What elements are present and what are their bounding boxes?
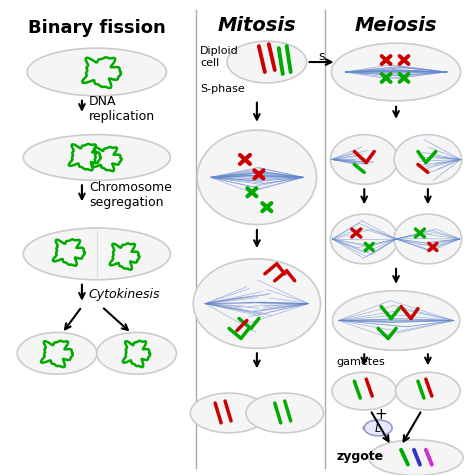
Ellipse shape (332, 291, 460, 351)
Ellipse shape (23, 135, 170, 181)
Text: Binary fission: Binary fission (28, 19, 166, 37)
Ellipse shape (227, 42, 307, 84)
Ellipse shape (97, 333, 176, 375)
Ellipse shape (17, 333, 97, 375)
Ellipse shape (330, 215, 398, 264)
Ellipse shape (364, 420, 392, 436)
Ellipse shape (330, 135, 398, 185)
Text: L: L (375, 423, 381, 433)
Ellipse shape (197, 131, 317, 225)
Ellipse shape (193, 259, 320, 348)
Text: gametes: gametes (337, 357, 385, 367)
Text: Meiosis: Meiosis (355, 16, 438, 35)
Ellipse shape (396, 372, 460, 410)
Ellipse shape (332, 372, 397, 410)
Ellipse shape (27, 49, 166, 97)
Ellipse shape (246, 393, 323, 433)
Text: S-phase: S-phase (200, 84, 245, 94)
Ellipse shape (394, 215, 462, 264)
Text: Mitosis: Mitosis (218, 16, 296, 35)
Text: Chromosome
segregation: Chromosome segregation (89, 181, 172, 209)
Ellipse shape (190, 393, 268, 433)
Ellipse shape (394, 135, 462, 185)
Text: Cytokinesis: Cytokinesis (89, 288, 160, 300)
Text: +: + (375, 407, 388, 422)
Ellipse shape (369, 440, 463, 476)
Ellipse shape (331, 44, 461, 101)
Ellipse shape (23, 228, 170, 280)
Text: DNA
replication: DNA replication (89, 95, 155, 122)
Text: zygote: zygote (337, 449, 383, 462)
Text: Diploid
cell: Diploid cell (200, 46, 239, 68)
Text: s: s (318, 50, 325, 62)
